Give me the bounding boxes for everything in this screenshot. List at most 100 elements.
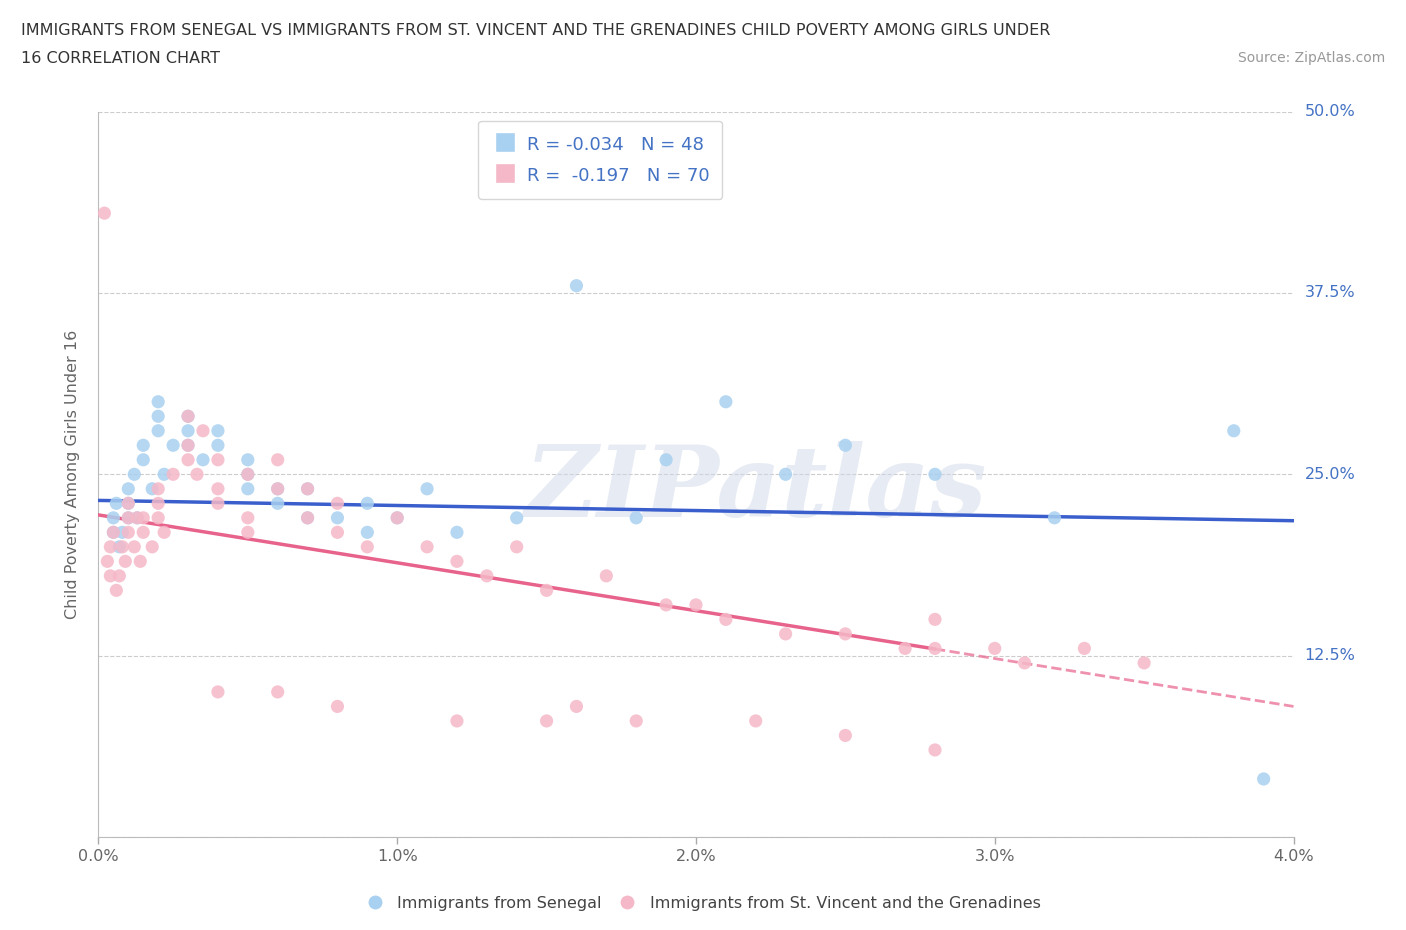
Point <box>924 641 946 656</box>
Point <box>446 713 468 728</box>
Point <box>148 394 170 409</box>
Point <box>207 684 229 699</box>
Text: 37.5%: 37.5% <box>1305 286 1355 300</box>
Point <box>148 423 170 438</box>
Point <box>148 482 170 497</box>
Y-axis label: Child Poverty Among Girls Under 16: Child Poverty Among Girls Under 16 <box>65 329 80 619</box>
Point <box>385 511 409 525</box>
Point <box>1043 511 1066 525</box>
Point <box>267 482 290 497</box>
Point <box>714 612 737 627</box>
Point <box>356 496 378 511</box>
Text: Source: ZipAtlas.com: Source: ZipAtlas.com <box>1237 51 1385 65</box>
Point <box>132 525 155 539</box>
Text: IMMIGRANTS FROM SENEGAL VS IMMIGRANTS FROM ST. VINCENT AND THE GRENADINES CHILD : IMMIGRANTS FROM SENEGAL VS IMMIGRANTS FR… <box>21 23 1050 38</box>
Point <box>162 438 184 453</box>
Point <box>297 482 319 497</box>
Point <box>117 496 139 511</box>
Point <box>127 511 149 525</box>
Point <box>446 554 468 569</box>
Point <box>655 597 678 612</box>
Text: 50.0%: 50.0% <box>1305 104 1355 119</box>
Point <box>98 539 122 554</box>
Text: 16 CORRELATION CHART: 16 CORRELATION CHART <box>21 51 221 66</box>
Point <box>356 525 378 539</box>
Point <box>1223 423 1246 438</box>
Point <box>186 467 208 482</box>
Point <box>132 438 155 453</box>
Point <box>626 713 648 728</box>
Point <box>177 452 200 467</box>
Point <box>416 482 439 497</box>
Point <box>1133 656 1156 671</box>
Point <box>177 409 200 424</box>
Point <box>132 452 155 467</box>
Point <box>177 409 200 424</box>
Point <box>191 452 214 467</box>
Point <box>148 496 170 511</box>
Point <box>141 539 163 554</box>
Text: 12.5%: 12.5% <box>1305 648 1355 663</box>
Point <box>191 423 214 438</box>
Point <box>416 539 439 554</box>
Point <box>148 409 170 424</box>
Point <box>207 423 229 438</box>
Point <box>127 511 149 525</box>
Point <box>98 568 122 583</box>
Point <box>207 438 229 453</box>
Point <box>984 641 1007 656</box>
Point <box>132 511 155 525</box>
Point <box>153 525 176 539</box>
Point <box>114 554 136 569</box>
Point <box>236 467 259 482</box>
Point <box>685 597 707 612</box>
Legend: Immigrants from Senegal, Immigrants from St. Vincent and the Grenadines: Immigrants from Senegal, Immigrants from… <box>359 890 1047 917</box>
Point <box>267 496 290 511</box>
Point <box>103 511 125 525</box>
Point <box>207 496 229 511</box>
Point <box>714 394 737 409</box>
Point <box>834 728 856 743</box>
Point <box>236 467 259 482</box>
Point <box>105 583 128 598</box>
Point <box>117 482 139 497</box>
Text: 25.0%: 25.0% <box>1305 467 1355 482</box>
Point <box>236 511 259 525</box>
Point <box>506 539 529 554</box>
Point <box>834 438 856 453</box>
Point <box>108 539 131 554</box>
Point <box>124 467 146 482</box>
Point <box>655 452 678 467</box>
Point <box>326 496 349 511</box>
Point <box>745 713 768 728</box>
Point <box>153 467 176 482</box>
Point <box>924 467 946 482</box>
Legend: R = -0.034   N = 48, R =  -0.197   N = 70: R = -0.034 N = 48, R = -0.197 N = 70 <box>478 121 723 199</box>
Point <box>595 568 617 583</box>
Point <box>117 525 139 539</box>
Point <box>236 525 259 539</box>
Point <box>93 206 115 220</box>
Point <box>326 525 349 539</box>
Point <box>506 511 529 525</box>
Point <box>385 511 409 525</box>
Point <box>326 699 349 714</box>
Point <box>117 496 139 511</box>
Point <box>129 554 152 569</box>
Text: ZIPatlas: ZIPatlas <box>524 441 987 537</box>
Point <box>326 511 349 525</box>
Point <box>626 511 648 525</box>
Point <box>177 438 200 453</box>
Point <box>775 467 797 482</box>
Point <box>236 452 259 467</box>
Point <box>111 525 134 539</box>
Point <box>117 511 139 525</box>
Point <box>475 568 498 583</box>
Point <box>924 742 946 757</box>
Point <box>536 713 558 728</box>
Point <box>565 699 588 714</box>
Point <box>1014 656 1036 671</box>
Point <box>536 583 558 598</box>
Point <box>834 627 856 642</box>
Point <box>111 539 134 554</box>
